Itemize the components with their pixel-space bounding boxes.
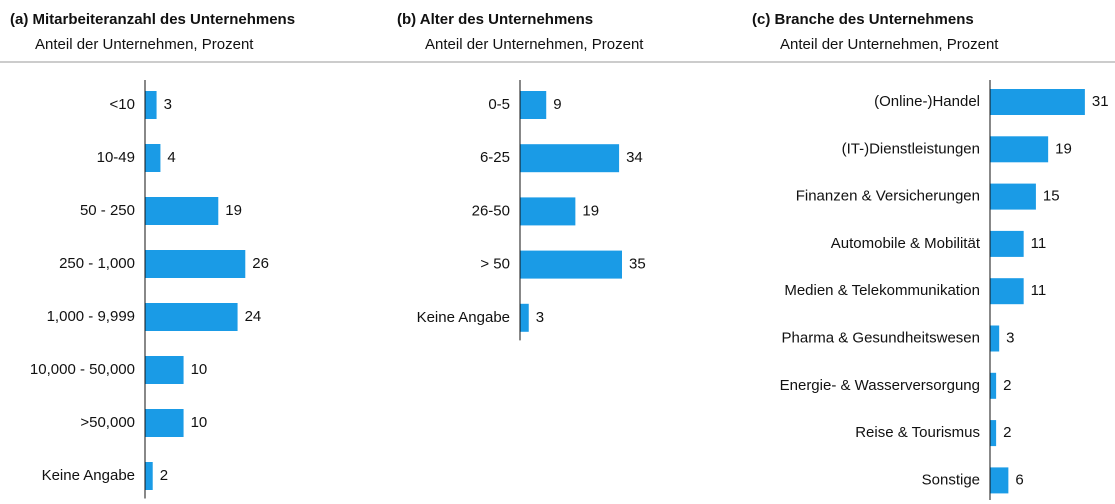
bar [990, 183, 1036, 210]
bar [990, 278, 1024, 305]
value-label: 2 [1003, 377, 1011, 394]
category-label: 250 - 1,000 [59, 255, 135, 272]
bar [145, 303, 238, 331]
bar [145, 250, 246, 278]
value-label: 4 [167, 149, 175, 166]
category-label: > 50 [480, 256, 510, 273]
category-label: Energie- & Wasserversorgung [780, 377, 980, 394]
category-label: Automobile & Mobilität [831, 235, 981, 252]
bar [990, 420, 997, 447]
category-label: >50,000 [80, 414, 135, 431]
bar [990, 372, 997, 399]
category-label: Keine Angabe [417, 309, 510, 326]
bar [520, 91, 547, 119]
category-label: (Online-)Handel [874, 93, 980, 110]
category-label: 0-5 [488, 96, 510, 113]
category-label: Pharma & Gesundheitswesen [782, 329, 980, 346]
bar [145, 144, 161, 172]
value-label: 6 [1015, 471, 1023, 488]
bar [145, 409, 184, 437]
bar [145, 91, 157, 119]
category-label: 10-49 [97, 149, 135, 166]
category-label: Finanzen & Versicherungen [796, 188, 980, 205]
value-label: 26 [252, 255, 269, 272]
bar [520, 197, 576, 226]
value-label: 11 [1031, 282, 1047, 299]
value-label: 3 [1006, 329, 1014, 346]
value-label: 15 [1043, 188, 1060, 205]
value-label: 24 [245, 308, 262, 325]
value-label: 9 [553, 96, 561, 113]
category-label: 26-50 [472, 202, 510, 219]
bar [990, 325, 1000, 352]
bar [990, 230, 1024, 257]
value-label: 2 [160, 467, 168, 484]
value-label: 19 [1055, 140, 1072, 157]
category-label: (IT-)Dienstleistungen [842, 140, 980, 157]
chart-subtitle: Anteil der Unternehmen, Prozent [425, 36, 644, 53]
bar [145, 462, 153, 490]
bar [145, 197, 219, 225]
category-label: Keine Angabe [42, 467, 135, 484]
chart-title: (a) Mitarbeiteranzahl des Unternehmens [10, 11, 295, 28]
chart-subtitle: Anteil der Unternehmen, Prozent [35, 36, 254, 53]
value-label: 19 [582, 202, 599, 219]
category-label: Medien & Telekommunikation [784, 282, 980, 299]
value-label: 34 [626, 149, 643, 166]
bar [990, 467, 1009, 494]
value-label: 10 [191, 414, 208, 431]
bar [520, 250, 622, 279]
value-label: 19 [225, 202, 242, 219]
value-label: 3 [164, 96, 172, 113]
chart-subtitle: Anteil der Unternehmen, Prozent [780, 36, 999, 53]
category-label: 10,000 - 50,000 [30, 361, 135, 378]
category-label: 6-25 [480, 149, 510, 166]
value-label: 3 [536, 309, 544, 326]
bar [145, 356, 184, 384]
bar [990, 89, 1085, 115]
bar [990, 136, 1049, 163]
bar [520, 303, 529, 332]
chart-title: (b) Alter des Unternehmens [397, 11, 593, 28]
value-label: 31 [1092, 93, 1109, 110]
value-label: 10 [191, 361, 208, 378]
category-label: 50 - 250 [80, 202, 135, 219]
bar [520, 144, 620, 173]
category-label: <10 [110, 96, 135, 113]
value-label: 2 [1003, 424, 1011, 441]
chart-title: (c) Branche des Unternehmens [752, 11, 974, 28]
value-label: 35 [629, 256, 646, 273]
category-label: Sonstige [922, 471, 980, 488]
value-label: 11 [1031, 235, 1047, 252]
category-label: 1,000 - 9,999 [47, 308, 135, 325]
category-label: Reise & Tourismus [855, 424, 980, 441]
